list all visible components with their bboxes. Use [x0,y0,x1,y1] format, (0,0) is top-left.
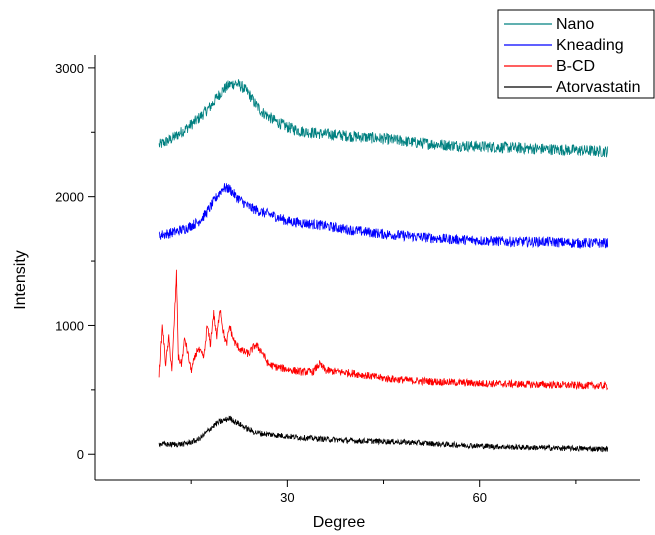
series-kneading [158,183,609,250]
x-axis: 30 60 [95,479,640,505]
series-nano [158,78,609,158]
series-line [158,183,609,250]
legend-box [497,9,655,99]
legend-item: Nano [504,16,594,33]
series-line [158,269,609,391]
legend-label: B-CD [556,58,595,75]
legend-item: Atorvastatin [504,79,640,96]
legend-label: Kneading [556,37,624,54]
legend-item: Kneading [504,37,624,54]
series-atorvastatin [158,415,609,453]
y-tick-label: 3000 [55,61,84,76]
legend-label: Nano [556,16,594,33]
x-tick-label: 30 [280,490,294,505]
plot-area [158,78,609,453]
legend-item: B-CD [504,58,595,75]
y-tick-label: 2000 [55,190,84,205]
series-line [158,78,609,158]
legend-label: Atorvastatin [556,79,640,96]
x-axis-label: Degree [313,514,366,531]
series-line [158,415,609,453]
y-axis: 0 1000 2000 3000 [55,55,96,480]
y-tick-label: 0 [77,447,84,462]
series-b-cd [158,269,609,391]
y-tick-label: 1000 [55,318,84,333]
x-tick-label: 60 [472,490,486,505]
legend: Nano Kneading B-CD Atorvastatin [497,9,655,99]
y-axis-label: Intensity [12,250,29,310]
